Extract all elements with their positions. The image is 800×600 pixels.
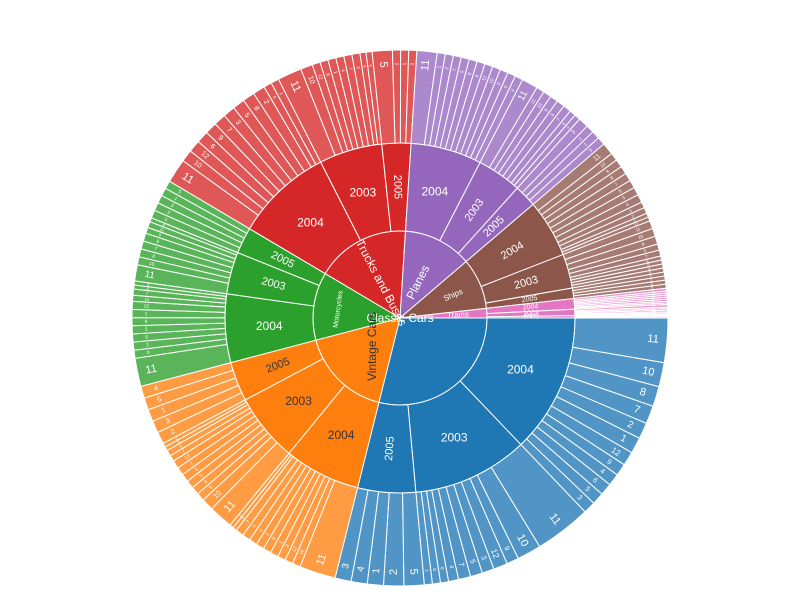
sunburst-segments: [131, 49, 669, 587]
segment-trains-2005-4: [574, 316, 669, 319]
